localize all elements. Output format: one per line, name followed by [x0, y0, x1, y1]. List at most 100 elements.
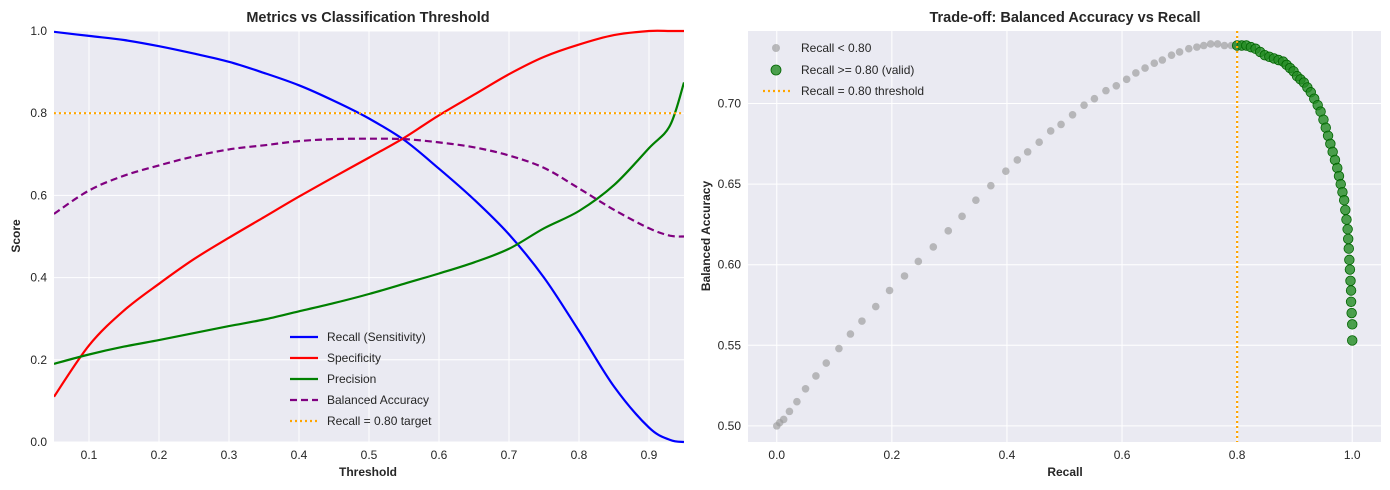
scatter-point-below-threshold: [1167, 51, 1176, 59]
left-y-tick-label: 0.4: [30, 271, 47, 285]
scatter-point-valid: [1345, 285, 1357, 296]
scatter-point-valid: [1340, 204, 1351, 216]
left-x-tick-label: 0.9: [641, 448, 658, 462]
scatter-point-below-threshold: [801, 385, 810, 393]
legend-label: Precision: [327, 372, 376, 386]
left-x-tick-label: 0.3: [221, 448, 238, 462]
scatter-point-below-threshold: [885, 286, 894, 295]
left-y-tick-label: 0.0: [30, 435, 47, 449]
left-x-tick-label: 0.4: [291, 448, 308, 462]
scatter-point-below-threshold: [1046, 127, 1055, 135]
scatter-point-below-threshold: [1112, 82, 1121, 90]
scatter-point-valid: [1345, 296, 1357, 307]
scatter-point-below-threshold: [1132, 69, 1140, 77]
left-tick-labels: 0.1 0.2 0.3 0.4 0.5 0.6 0.7 0.8 0.9 0.0 0.2 0.4 0.6 0…: [30, 24, 657, 462]
scatter-point-below-threshold: [785, 407, 794, 416]
scatter-point-below-threshold: [1141, 64, 1149, 72]
right-x-tick-label: 1.0: [1344, 448, 1361, 462]
series-line-specificity: [54, 29, 684, 398]
right-y-axis-label: Balanced Accuracy: [699, 181, 713, 292]
scatter-point-below-threshold: [835, 344, 843, 353]
scatter-point-below-threshold: [1122, 75, 1131, 84]
right-y-tick-label: 0.50: [718, 419, 742, 433]
right-grid: [748, 31, 1381, 442]
scatter-point-below-threshold: [944, 227, 953, 235]
left-y-tick-label: 0.2: [30, 353, 47, 367]
right-y-tick-label: 0.60: [718, 258, 742, 272]
left-y-tick-label: 1.0: [30, 24, 47, 38]
right-y-tick-label: 0.70: [718, 97, 742, 111]
scatter-point-below-threshold: [958, 212, 966, 221]
legend-label: Recall = 0.80 target: [327, 414, 432, 428]
scatter-point-below-threshold: [900, 272, 909, 280]
left-x-axis-label: Threshold: [339, 465, 397, 479]
series-line-recall: [54, 30, 684, 444]
scatter-point-valid: [1338, 195, 1350, 206]
legend-marker-gray: [772, 44, 780, 52]
scatter-point-below-threshold: [1002, 167, 1010, 176]
scatter-point-below-threshold: [1220, 41, 1229, 50]
scatter-point-below-threshold: [1023, 148, 1032, 156]
left-y-tick-label: 0.6: [30, 188, 47, 202]
left-x-tick-label: 0.1: [81, 448, 98, 462]
right-scatter-points: [772, 31, 1358, 442]
scatter-point-below-threshold: [1158, 56, 1167, 64]
legend-label: Recall (Sensitivity): [327, 330, 426, 344]
scatter-point-below-threshold: [793, 397, 801, 406]
scatter-point-below-threshold: [1193, 43, 1201, 51]
legend-label: Recall < 0.80: [801, 41, 872, 55]
right-x-tick-label: 0.6: [1114, 448, 1131, 462]
scatter-point-below-threshold: [1206, 40, 1215, 48]
scatter-point-below-threshold: [987, 181, 995, 190]
right-legend: Recall < 0.80 Recall >= 0.80 (valid) Recal…: [763, 41, 924, 98]
left-x-tick-label: 0.7: [501, 448, 518, 462]
right-x-tick-label: 0.2: [884, 448, 901, 462]
scatter-point-below-threshold: [858, 317, 866, 325]
scatter-point-below-threshold: [822, 359, 831, 367]
scatter-point-below-threshold: [1175, 48, 1184, 56]
left-y-tick-label: 0.8: [30, 106, 47, 120]
left-y-axis-label: Score: [9, 219, 23, 253]
left-legend: Recall (Sensitivity) Specificity Precision…: [290, 330, 432, 428]
legend-marker-green: [770, 64, 782, 76]
scatter-point-below-threshold: [1102, 86, 1110, 95]
right-chart-title: Trade-off: Balanced Accuracy vs Recall: [929, 10, 1200, 26]
scatter-point-below-threshold: [1057, 120, 1065, 129]
scatter-point-valid: [1341, 214, 1352, 225]
scatter-point-valid: [1345, 275, 1356, 287]
scatter-point-valid: [1342, 233, 1354, 245]
right-tick-labels: 0.0 0.2 0.4 0.6 0.8 1.0 0.50 0.55 0.60 0.65 0.70: [718, 97, 1361, 462]
scatter-point-below-threshold: [846, 330, 855, 338]
scatter-point-valid: [1343, 243, 1354, 254]
legend-label: Recall >= 0.80 (valid): [801, 63, 914, 77]
scatter-point-below-threshold: [1150, 59, 1159, 68]
scatter-point-below-threshold: [871, 302, 880, 311]
scatter-point-below-threshold: [779, 415, 788, 424]
scatter-point-below-threshold: [1184, 44, 1193, 53]
scatter-point-below-threshold: [1013, 156, 1022, 164]
legend-label: Specificity: [327, 351, 381, 365]
scatter-point-valid: [1344, 264, 1356, 275]
left-x-tick-label: 0.6: [431, 448, 448, 462]
scatter-point-below-threshold: [1080, 101, 1088, 109]
right-x-tick-label: 0.8: [1229, 448, 1246, 462]
legend-label: Recall = 0.80 threshold: [801, 84, 924, 98]
right-y-tick-label: 0.55: [718, 338, 742, 352]
scatter-point-below-threshold: [1090, 94, 1099, 103]
scatter-point-below-threshold: [812, 372, 820, 380]
scatter-point-valid: [1344, 254, 1355, 266]
right-y-tick-label: 0.65: [718, 177, 742, 191]
legend-label: Balanced Accuracy: [327, 393, 429, 407]
scatter-point-valid: [1346, 307, 1357, 319]
scatter-point-valid: [1347, 319, 1358, 330]
scatter-point-valid: [1342, 224, 1353, 235]
left-x-tick-label: 0.5: [361, 448, 378, 462]
series-line-precision: [54, 82, 684, 365]
scatter-point-below-threshold: [1213, 40, 1222, 48]
right-x-tick-label: 0.0: [768, 448, 785, 462]
left-series-lines: [54, 29, 684, 444]
left-x-tick-label: 0.8: [571, 448, 588, 462]
scatter-point-below-threshold: [1199, 41, 1208, 50]
metrics-threshold-chart: Metrics vs Classification Threshold 0.1 0…: [9, 10, 684, 479]
